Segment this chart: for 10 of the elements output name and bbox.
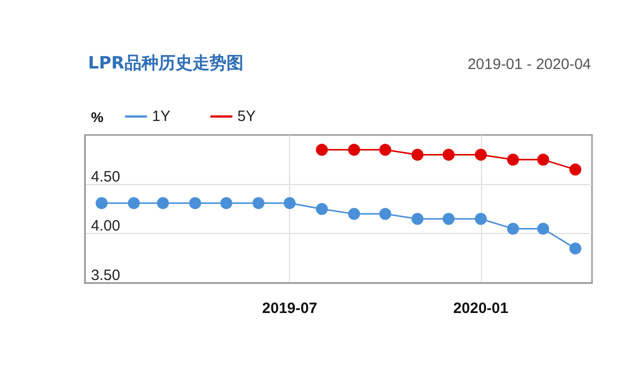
chart-title: LPR品种历史走势图	[88, 54, 244, 74]
x-tick-label: 2019-07	[262, 300, 318, 317]
chart-subtitle: 2019-01 - 2020-04	[468, 56, 592, 73]
y-axis-title: %	[91, 109, 104, 125]
y-tick-label: 4.00	[91, 218, 120, 235]
y-tick-label: 3.50	[91, 267, 120, 284]
legend-label: 1Y	[152, 108, 170, 125]
y-tick-label: 4.50	[91, 168, 120, 186]
x-tick-label: 2020-01	[453, 300, 508, 317]
legend-label: 5Y	[237, 108, 256, 125]
